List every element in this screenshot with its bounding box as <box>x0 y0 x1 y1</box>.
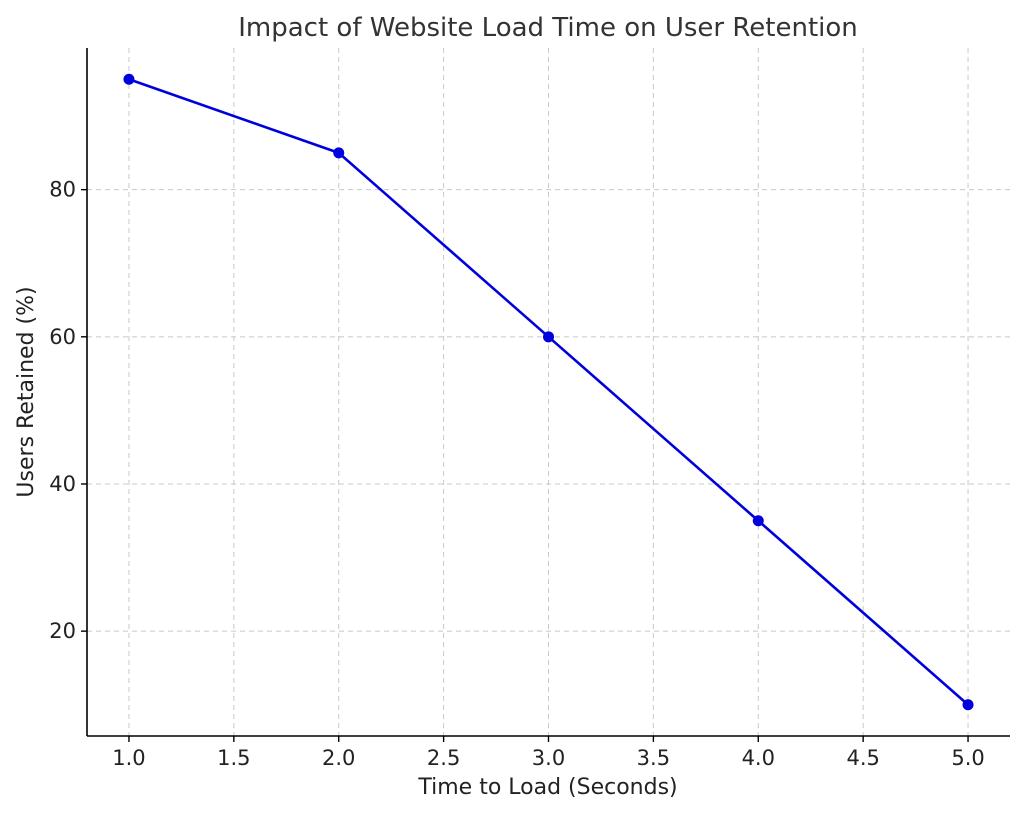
y-tick-label: 40 <box>49 472 76 496</box>
x-tick-label: 4.0 <box>742 746 775 770</box>
y-axis-label: Users Retained (%) <box>14 286 39 497</box>
data-point[interactable] <box>333 147 345 159</box>
x-tick-label: 2.0 <box>322 746 355 770</box>
series-layer <box>123 73 974 711</box>
x-tick-label: 2.5 <box>427 746 460 770</box>
x-tick-label: 3.0 <box>532 746 565 770</box>
y-tick-label: 60 <box>49 325 76 349</box>
y-tick-label: 20 <box>49 619 76 643</box>
x-axis-label: Time to Load (Seconds) <box>417 775 677 800</box>
y-ticks: 20 40 60 80 <box>49 178 87 643</box>
y-tick-label: 80 <box>49 178 76 202</box>
x-tick-label: 1.5 <box>217 746 250 770</box>
chart-title: Impact of Website Load Time on User Rete… <box>238 13 858 43</box>
data-point[interactable] <box>752 515 764 527</box>
x-tick-label: 1.0 <box>112 746 145 770</box>
data-point[interactable] <box>543 331 554 343</box>
x-ticks: 1.0 1.5 2.0 2.5 3.0 3.5 4.0 4.5 5.0 <box>112 736 985 770</box>
data-point[interactable] <box>123 73 135 85</box>
x-tick-label: 5.0 <box>951 746 984 770</box>
grid <box>87 48 1010 736</box>
x-tick-label: 4.5 <box>846 746 879 770</box>
x-tick-label: 3.5 <box>637 746 670 770</box>
data-point[interactable] <box>962 699 974 711</box>
